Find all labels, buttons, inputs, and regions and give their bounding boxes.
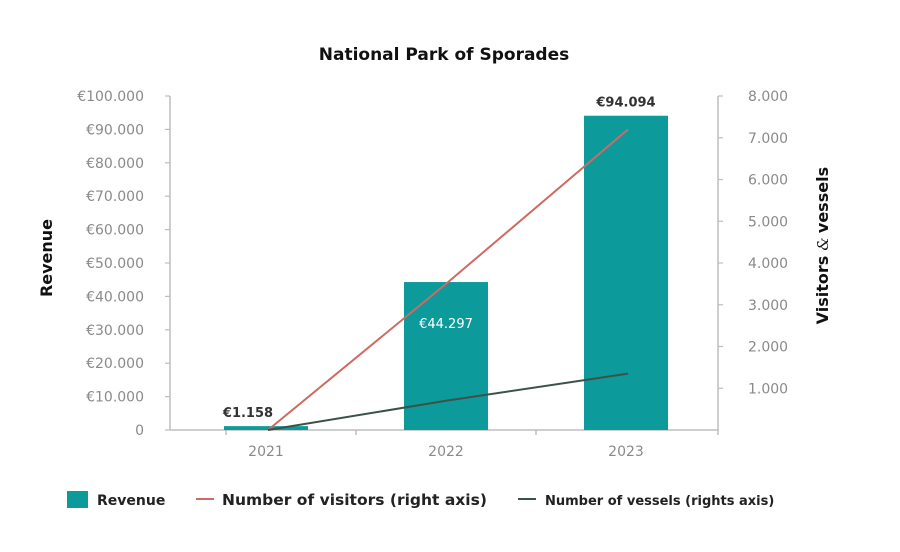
y-tick-label: €40.000 bbox=[86, 289, 144, 305]
data-label-revenue-2023: €94.094 bbox=[595, 96, 655, 111]
y2-axis-title: Visitors & vessels bbox=[813, 167, 832, 324]
legend-swatch-revenue bbox=[67, 491, 88, 508]
line-visitors bbox=[267, 128, 629, 431]
y-tick-label: €50.000 bbox=[86, 256, 144, 272]
line-vessels bbox=[267, 372, 629, 431]
y2-tick-label: 6.000 bbox=[748, 173, 788, 189]
y2-axis-title-visitors: Visitors bbox=[813, 256, 832, 325]
y-tick-label: €30.000 bbox=[86, 323, 144, 339]
y2-tick-label: 2.000 bbox=[748, 340, 788, 356]
y-tick-label: €60.000 bbox=[86, 223, 144, 239]
y2-tick-label: 7.000 bbox=[748, 131, 788, 147]
y2-tick-label: 4.000 bbox=[748, 256, 788, 272]
y2-tick-label: 5.000 bbox=[748, 214, 788, 230]
data-labels: €1.158 €44.297 €94.094 bbox=[222, 96, 656, 421]
data-label-revenue-2021: €1.158 bbox=[222, 406, 273, 421]
x-tick-label: 2021 bbox=[248, 444, 284, 460]
y2-tick-label: 3.000 bbox=[748, 298, 788, 314]
y-tick-label: €20.000 bbox=[86, 356, 144, 372]
y2-tick-label: 1.000 bbox=[748, 381, 788, 397]
legend-label-vessels: Number of vessels (rights axis) bbox=[545, 494, 774, 509]
lines bbox=[267, 128, 629, 431]
data-label-revenue-2022: €44.297 bbox=[419, 317, 473, 332]
left-axis-ticks: 0 €10.000 €20.000 €30.000 €40.000 €50.000 €60.… bbox=[77, 89, 170, 439]
chart-title: National Park of Sporades bbox=[319, 45, 570, 65]
y2-axis-title-amp: & bbox=[814, 237, 832, 250]
bar-revenue-2021 bbox=[224, 426, 308, 430]
bars bbox=[224, 115, 668, 430]
bar-revenue-2023 bbox=[584, 115, 668, 430]
legend-label-revenue: Revenue bbox=[97, 493, 165, 509]
y-tick-label: €10.000 bbox=[86, 390, 144, 406]
y-tick-label: €90.000 bbox=[86, 122, 144, 138]
bar-revenue-2022 bbox=[404, 282, 488, 430]
y-tick-label: €70.000 bbox=[86, 189, 144, 205]
legend-label-visitors: Number of visitors (right axis) bbox=[222, 491, 487, 509]
legend: Revenue Number of visitors (right axis) … bbox=[67, 491, 774, 509]
y-tick-label: €100.000 bbox=[77, 89, 144, 105]
y2-tick-label: 8.000 bbox=[748, 89, 788, 105]
y2-axis-title-vessels: vessels bbox=[813, 167, 832, 233]
x-tick-label: 2022 bbox=[428, 444, 464, 460]
x-tick-label: 2023 bbox=[608, 444, 644, 460]
y-tick-label: €80.000 bbox=[86, 156, 144, 172]
x-axis-ticks: 2021 2022 2023 bbox=[248, 444, 644, 460]
y-axis-title: Revenue bbox=[37, 219, 56, 297]
right-axis-ticks: 1.000 2.000 3.000 4.000 5.000 6.000 7.000 8.000 bbox=[718, 89, 788, 397]
y-tick-label: 0 bbox=[135, 423, 144, 439]
